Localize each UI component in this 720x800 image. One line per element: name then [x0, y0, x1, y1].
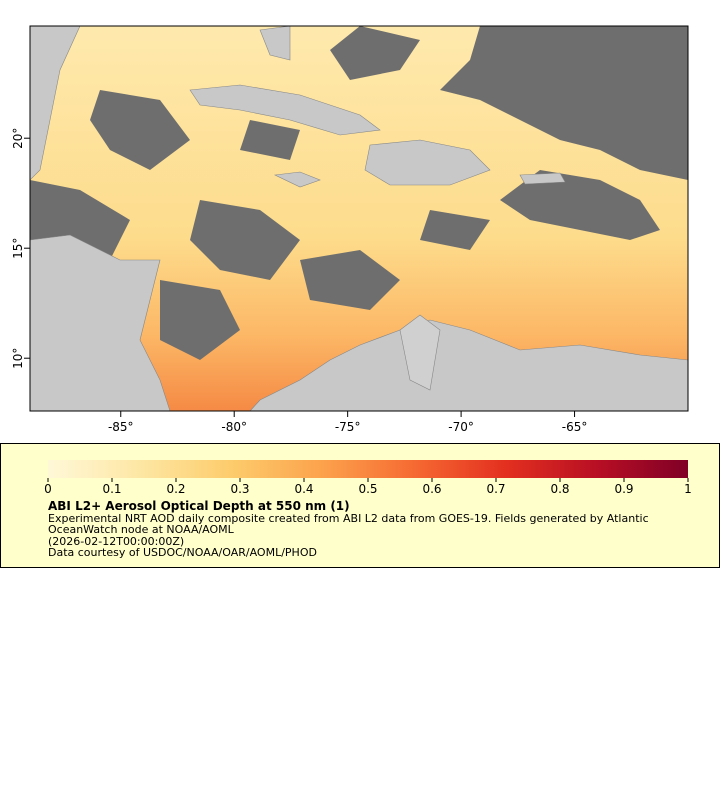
colorbar-tick-label: 0 [44, 482, 52, 496]
map-frame [29, 25, 689, 412]
legend-line: Data courtesy of USDOC/NOAA/OAR/AOML/PHO… [48, 546, 317, 559]
colorbar [48, 460, 688, 478]
y-tick-label: 15° [11, 238, 25, 259]
colorbar-tick-label: 0.3 [230, 482, 249, 496]
colorbar-tick-label: 1 [684, 482, 692, 496]
colorbar-tick-label: 0.5 [358, 482, 377, 496]
colorbar-tick-label: 0.4 [294, 482, 313, 496]
legend-title: ABI L2+ Aerosol Optical Depth at 550 nm … [48, 499, 350, 513]
x-tick-label: -85° [108, 420, 134, 434]
x-tick-label: -70° [448, 420, 474, 434]
land [30, 26, 688, 411]
legend-line: (2026-02-12T00:00:00Z) [48, 535, 184, 548]
x-tick-label: -65° [562, 420, 588, 434]
colorbar-tick-label: 0.2 [166, 482, 185, 496]
x-tick-label: -80° [221, 420, 247, 434]
colorbar-tick-label: 0.8 [550, 482, 569, 496]
map [30, 26, 688, 411]
y-tick-label: 20° [11, 128, 25, 149]
legend-line: Experimental NRT AOD daily composite cre… [48, 512, 649, 525]
y-tick-label: 10° [11, 348, 25, 369]
colorbar-tick-label: 0.6 [422, 482, 441, 496]
colorbar-tick-label: 0.1 [102, 482, 121, 496]
x-tick-label: -75° [335, 420, 361, 434]
colorbar-tick-label: 0.9 [614, 482, 633, 496]
legend-line: OceanWatch node at NOAA/AOML [48, 523, 235, 536]
cloud-mask [30, 26, 688, 360]
colorbar-tick-label: 0.7 [486, 482, 505, 496]
